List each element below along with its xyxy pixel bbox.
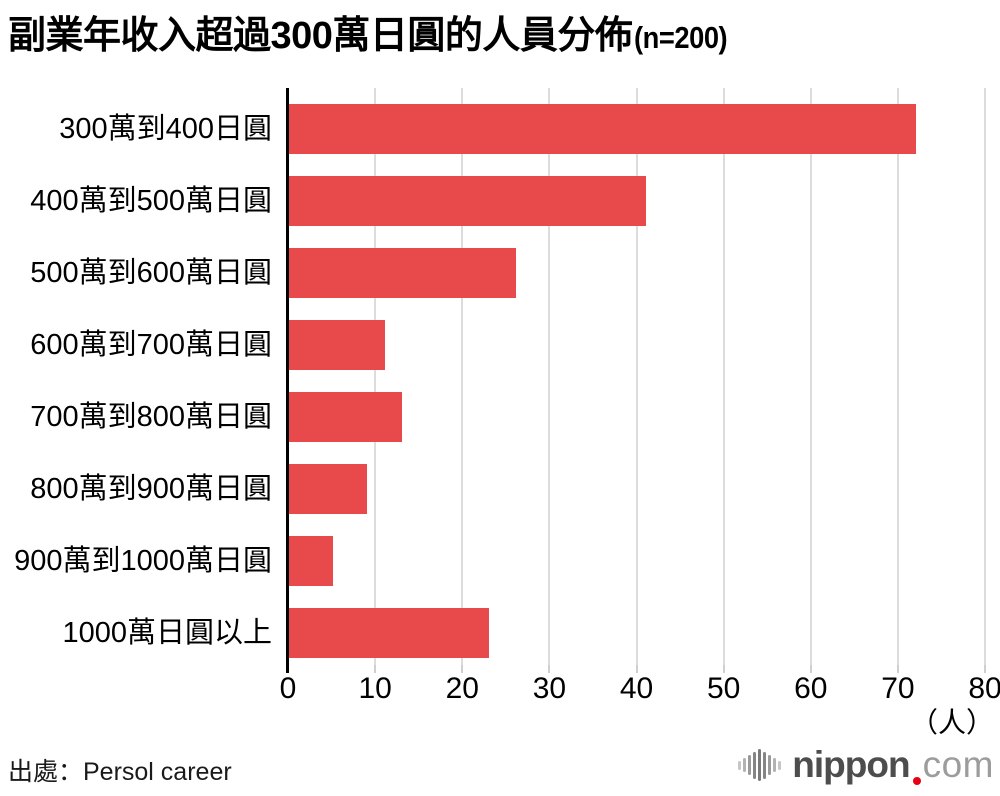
x-tick-label: 40 — [619, 672, 654, 705]
tick-mark — [548, 665, 551, 673]
y-axis-line — [286, 88, 289, 673]
category-label: 900萬到1000萬日圓 — [14, 545, 272, 577]
x-tick-label: 70 — [881, 672, 915, 705]
bar — [289, 392, 403, 442]
gridline — [809, 88, 812, 665]
x-tick-label: 80 — [968, 672, 1000, 705]
page-title-main: 副業年收入超過300萬日圓的人員分佈 — [8, 15, 633, 57]
logo-tld: com — [922, 744, 994, 785]
tick-mark — [722, 665, 725, 673]
tick-mark — [984, 665, 986, 673]
bar — [289, 320, 385, 370]
tick-mark — [809, 665, 812, 673]
category-label: 700萬到800萬日圓 — [30, 401, 272, 433]
category-label: 300萬到400日圓 — [59, 113, 272, 145]
x-tick-label: 20 — [445, 672, 479, 705]
gridline — [374, 88, 377, 665]
gridline — [984, 88, 986, 665]
soundwave-icon — [738, 748, 782, 782]
x-tick-label: 0 — [279, 672, 297, 705]
category-label: 400萬到500萬日圓 — [30, 185, 272, 217]
logo-brand: nippon — [792, 744, 910, 785]
logo-text: nippon com — [792, 744, 994, 786]
bar — [289, 536, 333, 586]
x-tick-label: 30 — [532, 672, 567, 705]
category-label: 500萬到600萬日圓 — [30, 257, 272, 289]
bar — [289, 608, 490, 658]
gridline — [896, 88, 899, 665]
x-tick-label: 60 — [794, 672, 828, 705]
plot-area — [286, 88, 986, 673]
tick-mark — [374, 665, 377, 673]
source-note: 出處：Persol career — [8, 758, 232, 786]
x-tick-label: 50 — [706, 672, 741, 705]
page-title: 副業年收入超過300萬日圓的人員分佈(n=200) — [8, 4, 740, 59]
bar — [289, 104, 917, 154]
tick-mark — [635, 665, 638, 673]
category-label: 600萬到700萬日圓 — [30, 329, 272, 361]
category-label: 800萬到900萬日圓 — [30, 473, 272, 505]
x-axis-unit-label: （人） — [909, 707, 994, 738]
bar — [289, 464, 368, 514]
page-title-sample-size: (n=200) — [634, 20, 728, 55]
gridline — [635, 88, 638, 665]
bar — [289, 176, 647, 226]
tick-mark — [896, 665, 899, 673]
gridline — [548, 88, 551, 665]
bar — [289, 248, 516, 298]
gridline — [722, 88, 725, 665]
category-label: 1000萬日圓以上 — [62, 617, 272, 649]
tick-mark — [461, 665, 464, 673]
logo-red-dot-icon — [912, 777, 921, 785]
x-tick-label: 10 — [358, 672, 392, 705]
gridline — [461, 88, 464, 665]
nippon-com-logo: nippon com — [738, 744, 994, 786]
